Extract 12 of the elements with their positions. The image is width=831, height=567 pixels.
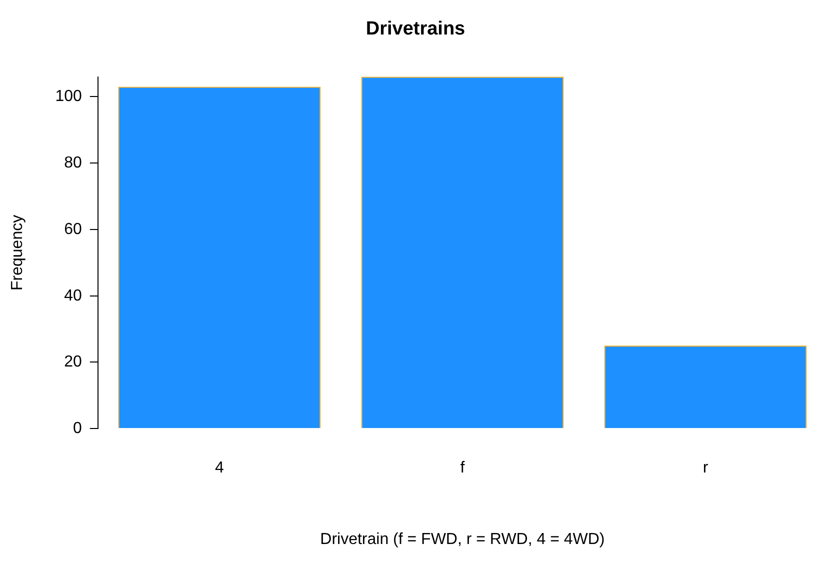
x-tick-label: r [702, 460, 709, 477]
x-axis-title: Drivetrain (f = FWD, r = RWD, 4 = 4WD) [320, 530, 605, 548]
chart-title: Drivetrains [366, 18, 466, 40]
y-tick-label: 20 [64, 354, 82, 371]
y-tick-label: 100 [55, 88, 82, 106]
x-tick-label: f [460, 460, 466, 477]
y-axis-title: Frequency [9, 214, 26, 290]
x-tick-label: 4 [214, 460, 224, 477]
y-tick-label: 60 [64, 220, 82, 238]
y-tick-label: 0 [72, 420, 82, 438]
y-tick-label: 40 [64, 287, 82, 304]
y-tick-label: 80 [64, 154, 82, 172]
